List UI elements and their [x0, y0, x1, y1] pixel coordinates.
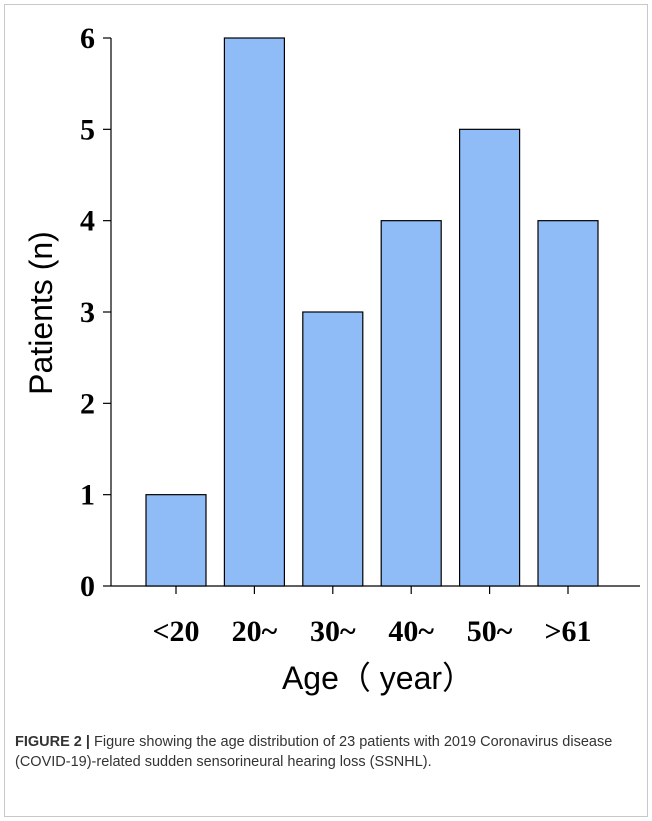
x-axis-title: Age（ year） — [282, 660, 474, 696]
y-tick-label: 3 — [80, 296, 95, 329]
bar — [380, 220, 442, 587]
x-tick-label: 20~ — [232, 615, 278, 648]
y-tick-label: 0 — [80, 570, 95, 603]
x-tick-label: >61 — [544, 615, 591, 648]
bar — [145, 494, 207, 587]
figure-caption: FIGURE 2 | Figure showing the age distri… — [15, 732, 637, 772]
x-tick-label: <20 — [152, 615, 199, 648]
bars — [145, 37, 599, 587]
x-tick-label: 30~ — [310, 615, 356, 648]
x-tick-label: 50~ — [467, 615, 513, 648]
y-axis-title: Patients (n) — [23, 231, 59, 395]
bar — [223, 37, 285, 587]
x-tick-label: 40~ — [388, 615, 434, 648]
y-tick-label: 1 — [80, 479, 95, 512]
caption-text: Figure showing the age distribution of 2… — [15, 734, 613, 770]
bar — [302, 311, 364, 587]
y-tick-label: 6 — [80, 22, 95, 55]
y-tick-label: 5 — [80, 113, 95, 146]
x-ticks: <20 20~ 30~ 40~ 50~ >61 — [152, 586, 592, 648]
bar — [537, 220, 599, 587]
caption-label: FIGURE 2 | — [15, 734, 90, 750]
bar — [459, 128, 521, 587]
y-tick-label: 2 — [80, 387, 95, 420]
y-ticks: 0 1 2 3 4 5 6 — [80, 22, 111, 603]
y-tick-label: 4 — [80, 205, 95, 238]
